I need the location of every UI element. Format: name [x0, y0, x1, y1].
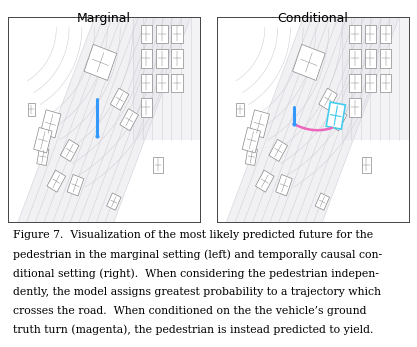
Bar: [67, 175, 84, 196]
Text: dently, the model assigns greatest probability to a trajectory which: dently, the model assigns greatest proba…: [13, 287, 380, 297]
Text: Figure 7.  Visualization of the most likely predicted future for the: Figure 7. Visualization of the most like…: [13, 230, 373, 240]
Bar: [249, 110, 269, 138]
Bar: [293, 44, 325, 81]
Bar: [156, 49, 168, 68]
Bar: [37, 147, 49, 166]
Bar: [28, 103, 35, 116]
Bar: [326, 102, 345, 129]
Bar: [380, 49, 392, 68]
Text: Conditional: Conditional: [277, 12, 348, 25]
Bar: [256, 170, 274, 192]
Bar: [84, 44, 117, 81]
Bar: [34, 127, 52, 153]
Bar: [245, 147, 257, 166]
Bar: [47, 170, 65, 192]
Bar: [380, 25, 392, 43]
Bar: [60, 139, 79, 161]
Bar: [153, 156, 163, 173]
Text: Marginal: Marginal: [77, 12, 131, 25]
Polygon shape: [18, 17, 191, 222]
Bar: [269, 139, 288, 161]
Bar: [110, 88, 129, 110]
Bar: [141, 98, 152, 117]
Bar: [349, 25, 361, 43]
Polygon shape: [226, 17, 399, 222]
Bar: [349, 74, 361, 92]
Bar: [141, 74, 152, 92]
Bar: [364, 74, 376, 92]
Text: truth turn (magenta), the pedestrian is instead predicted to yield.: truth turn (magenta), the pedestrian is …: [13, 324, 373, 335]
Polygon shape: [342, 17, 409, 140]
Bar: [171, 25, 183, 43]
Text: ditional setting (right).  When considering the pedestrian indepen-: ditional setting (right). When consideri…: [13, 268, 378, 279]
Bar: [156, 25, 168, 43]
Bar: [171, 49, 183, 68]
Bar: [315, 193, 329, 210]
Bar: [319, 88, 337, 110]
Bar: [236, 103, 244, 116]
Bar: [364, 49, 376, 68]
Bar: [380, 74, 392, 92]
Bar: [141, 25, 152, 43]
Bar: [349, 98, 361, 117]
Bar: [120, 109, 138, 131]
Bar: [107, 193, 121, 210]
Text: pedestrian in the marginal setting (left) and temporally causal con-: pedestrian in the marginal setting (left…: [13, 249, 382, 260]
Bar: [349, 49, 361, 68]
Text: crosses the road.  When conditioned on the the vehicle’s ground: crosses the road. When conditioned on th…: [13, 306, 366, 316]
Bar: [242, 127, 261, 153]
Bar: [362, 156, 371, 173]
Bar: [328, 109, 347, 131]
Bar: [171, 74, 183, 92]
Bar: [276, 175, 292, 196]
Polygon shape: [133, 17, 200, 140]
Bar: [156, 74, 168, 92]
Bar: [364, 25, 376, 43]
Bar: [141, 49, 152, 68]
Bar: [40, 110, 61, 138]
